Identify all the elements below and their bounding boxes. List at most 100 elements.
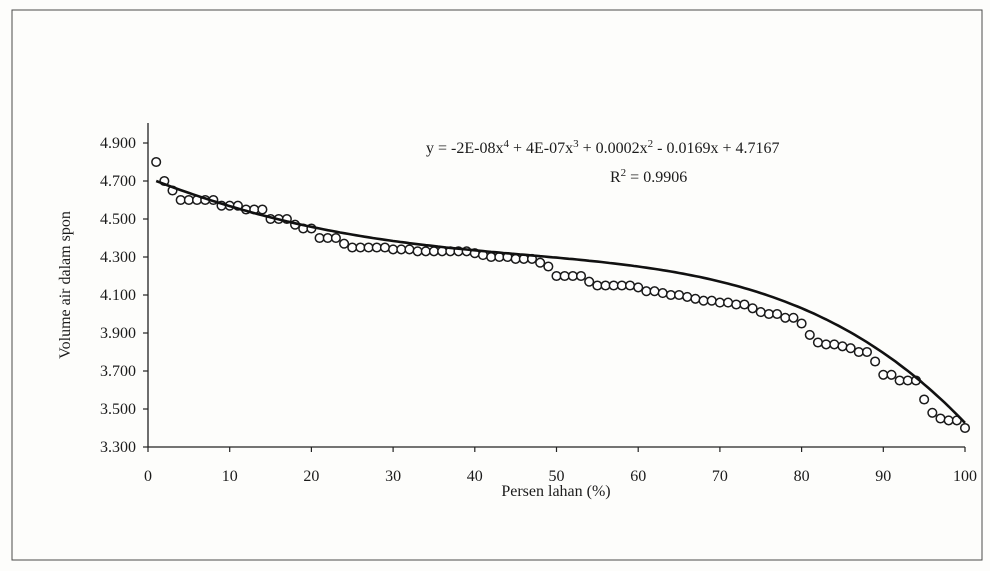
y-ticks: 3.300 3.500 3.700 3.900 4.100 4.300 4.500 4.700… (100, 135, 148, 456)
data-point (690, 293, 701, 304)
data-point (347, 242, 358, 253)
y-tick-label: 4.300 (100, 249, 136, 266)
trendline (155, 179, 966, 424)
data-point (755, 307, 766, 318)
x-tick-label: 20 (303, 468, 319, 485)
data-point (559, 270, 570, 282)
y-tick-label: 3.300 (100, 439, 136, 456)
data-point (723, 297, 734, 308)
y-tick-label: 3.500 (100, 401, 136, 418)
data-point (837, 341, 848, 352)
data-point (772, 308, 783, 320)
data-point (886, 369, 897, 380)
data-point (420, 246, 431, 257)
data-point (657, 288, 668, 299)
data-point (878, 369, 889, 380)
data-point (674, 289, 685, 301)
data-point (183, 194, 194, 206)
data-point (919, 394, 930, 405)
data-point (665, 289, 676, 301)
data-point (633, 282, 644, 293)
data-point (894, 375, 905, 386)
data-point (902, 375, 913, 386)
data-point (870, 356, 881, 367)
data-point (396, 244, 407, 255)
x-tick-label: 70 (712, 468, 728, 485)
y-tick-label: 3.700 (100, 363, 136, 380)
y-axis-title: Volume air dalam spon (57, 211, 74, 359)
x-tick-label: 40 (467, 468, 483, 485)
data-point (339, 238, 350, 249)
data-point (363, 242, 374, 253)
data-point (412, 246, 423, 257)
data-point (641, 286, 652, 297)
data-point (788, 312, 799, 323)
data-point (780, 312, 791, 323)
r-squared-r: R (610, 169, 621, 186)
data-point (861, 346, 873, 358)
data-point (747, 303, 758, 314)
data-point (592, 280, 603, 291)
data-point (257, 204, 268, 215)
data-point (388, 244, 399, 255)
x-tick-label: 0 (144, 468, 152, 485)
equation-term-2: + 0.0002x (579, 140, 648, 157)
data-point (428, 246, 440, 257)
data-point (845, 343, 856, 354)
equation-lead: y = -2E-08x (426, 140, 503, 157)
data-point (731, 299, 742, 310)
data-point (330, 232, 341, 244)
data-point (600, 280, 611, 291)
data-point (812, 337, 823, 348)
x-tick-label: 80 (794, 468, 810, 485)
data-point (706, 295, 717, 306)
data-point (698, 295, 709, 306)
data-point (959, 422, 971, 434)
x-tick-label: 30 (385, 468, 401, 485)
y-tick-label: 3.900 (100, 325, 136, 342)
data-point (551, 270, 562, 282)
data-point (584, 276, 595, 287)
x-axis-title: Persen lahan (%) (501, 483, 610, 500)
equation-power-3: 3 (573, 138, 579, 150)
equation-rest: - 0.0169x + 4.7167 (653, 140, 779, 157)
y-tick-label: 4.700 (100, 173, 136, 190)
y-tick-label: 4.500 (100, 211, 136, 228)
trendline-equation: y = -2E-08x4 + 4E-07x3 + 0.0002x2 - 0.01… (426, 138, 779, 157)
data-point (567, 270, 578, 282)
data-point (322, 232, 333, 244)
data-point (535, 257, 546, 268)
data-point (175, 194, 186, 206)
data-point (608, 280, 619, 291)
equation-power-2: 2 (648, 138, 654, 150)
data-point (821, 339, 832, 350)
data-point (314, 232, 325, 244)
x-tick-label: 10 (222, 468, 238, 485)
data-point (763, 308, 774, 320)
data-point (943, 415, 954, 426)
data-point (829, 339, 840, 350)
data-point (935, 413, 946, 424)
data-point (853, 346, 864, 358)
data-point (371, 242, 382, 253)
data-point (739, 299, 750, 310)
data-point (510, 253, 521, 264)
r-squared-power: 2 (621, 167, 627, 179)
data-point (575, 270, 587, 282)
y-tick-label: 4.100 (100, 287, 136, 304)
data-point (927, 407, 938, 418)
data-point (355, 242, 366, 253)
r-squared-label: R2 = 0.9906 (610, 167, 687, 186)
data-point (151, 156, 162, 168)
x-tick-label: 100 (953, 468, 977, 485)
data-point (624, 280, 636, 291)
x-ticks: 0 10 20 30 40 50 60 70 80 90 100 (144, 447, 977, 485)
data-point (616, 280, 627, 291)
data-point (804, 329, 815, 340)
data-point (796, 318, 807, 329)
plot-area: 3.300 3.500 3.700 3.900 4.100 4.300 4.500 4.700… (100, 123, 977, 485)
x-tick-label: 60 (630, 468, 646, 485)
equation-term-3: + 4E-07x (509, 140, 573, 157)
y-tick-label: 4.900 (100, 135, 136, 152)
